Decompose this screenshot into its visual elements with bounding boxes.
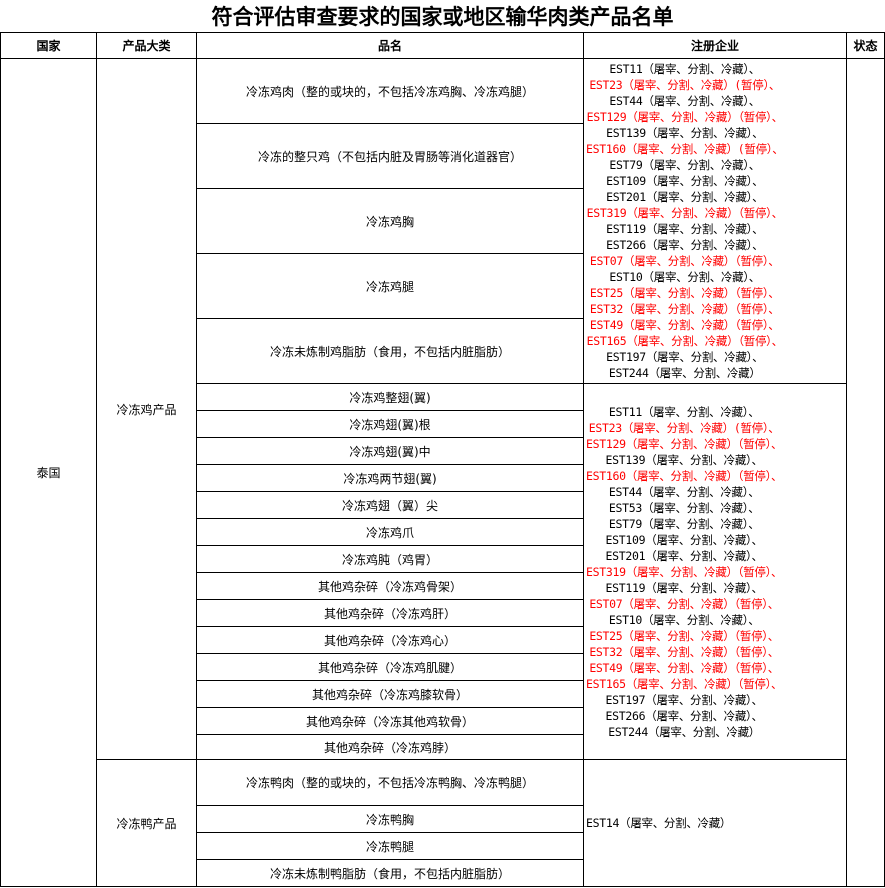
enterprise-suspended: EST23（屠宰、分割、冷藏）(暂停）、 — [588, 420, 780, 435]
product-name-cell: 冷冻的整只鸡（不包括内脏及胃肠等消化道器官） — [197, 124, 584, 189]
header-status: 状态 — [847, 33, 885, 59]
product-name-cell: 冷冻鸡翅(翼)根 — [197, 411, 584, 438]
enterprise-item: EST10（屠宰、分割、冷藏）、 — [608, 612, 760, 627]
product-name-cell: 其他鸡杂碎（冷冻鸡心） — [197, 627, 584, 654]
product-name-cell: 冷冻鸡爪 — [197, 519, 584, 546]
enterprise-suspended: EST129（屠宰、分割、冷藏）（暂停）、 — [586, 110, 784, 124]
enterprise-suspended: EST32（屠宰、分割、冷藏）（暂停）、 — [589, 302, 780, 316]
enterprise-suspended: EST160（屠宰、分割、冷藏）（暂停）、 — [586, 468, 783, 483]
product-name-cell: 冷冻鸭腿 — [197, 833, 584, 860]
product-name-cell: 其他鸡杂碎（冷冻鸡骨架） — [197, 573, 584, 600]
enterprise-list: EST11（屠宰、分割、冷藏）、 EST23（屠宰、分割、冷藏）(暂停）、 EST1… — [586, 404, 783, 740]
status-cell — [847, 59, 885, 887]
enterprise-list-cell: EST11（屠宰、分割、冷藏）、 EST23（屠宰、分割、冷藏）(暂停）、 EST1… — [584, 384, 847, 760]
enterprise-suspended: EST160（屠宰、分割、冷藏）(暂停）、 — [586, 142, 784, 156]
enterprise-item: EST109（屠宰、分割、冷藏）、 — [605, 532, 764, 547]
header-enterprise: 注册企业 — [584, 33, 847, 59]
product-name-cell: 冷冻鸡胸 — [197, 189, 584, 254]
product-name-cell: 其他鸡杂碎（冷冻鸡脖） — [197, 735, 584, 760]
product-name-cell: 冷冻鸡肫（鸡胃） — [197, 546, 584, 573]
enterprise-item: EST79（屠宰、分割、冷藏）、 — [609, 158, 760, 172]
page-title: 符合评估审查要求的国家或地区输华肉类产品名单 — [0, 0, 885, 33]
enterprise-suspended: EST49（屠宰、分割、冷藏）（暂停）、 — [589, 318, 780, 332]
enterprise-item: EST197（屠宰、分割、冷藏）、 — [605, 692, 764, 707]
product-name-cell: 冷冻未炼制鸭脂肪（食用，不包括内脏脂肪） — [197, 860, 584, 887]
enterprise-suspended: EST319（屠宰、分割、冷藏）（暂停）、 — [586, 206, 784, 220]
enterprise-suspended: EST07（屠宰、分割、冷藏）（暂停）、 — [589, 254, 780, 268]
product-name-cell: 冷冻鸡腿 — [197, 254, 584, 319]
enterprise-suspended: EST23（屠宰、分割、冷藏）(暂停）、 — [589, 78, 781, 92]
enterprise-item: EST109（屠宰、分割、冷藏）、 — [606, 174, 764, 188]
product-name-cell: 其他鸡杂碎（冷冻鸡肌腱） — [197, 654, 584, 681]
product-name-cell: 其他鸡杂碎（冷冻鸡膝软骨） — [197, 681, 584, 708]
enterprise-suspended: EST07（屠宰、分割、冷藏）（暂停）、 — [589, 596, 779, 611]
enterprise-item: EST244（屠宰、分割、冷藏） — [608, 366, 761, 380]
enterprise-list: EST14（屠宰、分割、冷藏） — [586, 815, 731, 831]
enterprise-item: EST119（屠宰、分割、冷藏）、 — [606, 222, 764, 236]
product-name-cell: 冷冻鸡翅(翼)中 — [197, 438, 584, 465]
enterprise-suspended: EST319（屠宰、分割、冷藏）（暂停）、 — [586, 564, 783, 579]
enterprise-item: EST139（屠宰、分割、冷藏）、 — [606, 126, 764, 140]
category-cell: 冷冻鸡产品 — [97, 59, 197, 760]
enterprise-list-cell: EST11（屠宰、分割、冷藏）、 EST23（屠宰、分割、冷藏）(暂停）、 EST4… — [584, 59, 847, 384]
product-name-cell: 冷冻鸭肉（整的或块的，不包括冷冻鸭胸、冷冻鸭腿） — [197, 760, 584, 806]
product-name-cell: 其他鸡杂碎（冷冻鸡肝） — [197, 600, 584, 627]
enterprise-item: EST11（屠宰、分割、冷藏）、 — [608, 404, 760, 419]
country-cell: 泰国 — [0, 59, 97, 887]
enterprise-suspended: EST129（屠宰、分割、冷藏）（暂停）、 — [586, 436, 783, 451]
enterprise-suspended: EST25（屠宰、分割、冷藏）（暂停）、 — [589, 628, 779, 643]
enterprise-item: EST201（屠宰、分割、冷藏）、 — [606, 190, 764, 204]
enterprise-suspended: EST165（屠宰、分割、冷藏）（暂停）、 — [586, 676, 783, 691]
enterprise-item: EST44（屠宰、分割、冷藏）、 — [609, 94, 760, 108]
enterprise-item: EST197（屠宰、分割、冷藏）、 — [606, 350, 764, 364]
header-product: 品名 — [197, 33, 584, 59]
enterprise-list: EST11（屠宰、分割、冷藏）、 EST23（屠宰、分割、冷藏）(暂停）、 EST4… — [586, 61, 784, 381]
enterprise-item: EST139（屠宰、分割、冷藏）、 — [605, 452, 764, 467]
product-name-cell: 冷冻鸡翅（翼）尖 — [197, 492, 584, 519]
enterprise-suspended: EST32（屠宰、分割、冷藏）（暂停）、 — [589, 644, 779, 659]
product-name-cell: 冷冻鸭胸 — [197, 806, 584, 833]
header-category: 产品大类 — [97, 33, 197, 59]
enterprise-suspended: EST165（屠宰、分割、冷藏）（暂停）、 — [586, 334, 784, 348]
enterprise-item: EST266（屠宰、分割、冷藏）、 — [606, 238, 764, 252]
product-name-cell: 其他鸡杂碎（冷冻其他鸡软骨） — [197, 708, 584, 735]
category-cell: 冷冻鸭产品 — [97, 760, 197, 887]
enterprise-item: EST53（屠宰、分割、冷藏）、 — [608, 500, 760, 515]
enterprise-suspended: EST25（屠宰、分割、冷藏）（暂停）、 — [589, 286, 780, 300]
header-country: 国家 — [0, 33, 97, 59]
enterprise-item: EST79（屠宰、分割、冷藏）、 — [608, 516, 760, 531]
enterprise-item: EST10（屠宰、分割、冷藏）、 — [609, 270, 760, 284]
enterprise-item: EST266（屠宰、分割、冷藏）、 — [605, 708, 764, 723]
enterprise-item: EST201（屠宰、分割、冷藏）、 — [605, 548, 764, 563]
enterprise-item: EST44（屠宰、分割、冷藏）、 — [608, 484, 760, 499]
product-name-cell: 冷冻未炼制鸡脂肪（食用，不包括内脏脂肪） — [197, 319, 584, 384]
enterprise-item: EST119（屠宰、分割、冷藏）、 — [605, 580, 764, 595]
product-name-cell: 冷冻鸡整翅(翼) — [197, 384, 584, 411]
enterprise-suspended: EST49（屠宰、分割、冷藏）（暂停）、 — [589, 660, 779, 675]
enterprise-list-cell: EST14（屠宰、分割、冷藏） — [584, 760, 847, 887]
product-name-cell: 冷冻鸡两节翅(翼) — [197, 465, 584, 492]
product-name-cell: 冷冻鸡肉（整的或块的，不包括冷冻鸡胸、冷冻鸡腿） — [197, 59, 584, 124]
enterprise-item: EST11（屠宰、分割、冷藏）、 — [609, 62, 760, 76]
enterprise-item: EST244（屠宰、分割、冷藏） — [608, 724, 760, 739]
enterprise-item: EST14（屠宰、分割、冷藏） — [586, 816, 732, 830]
